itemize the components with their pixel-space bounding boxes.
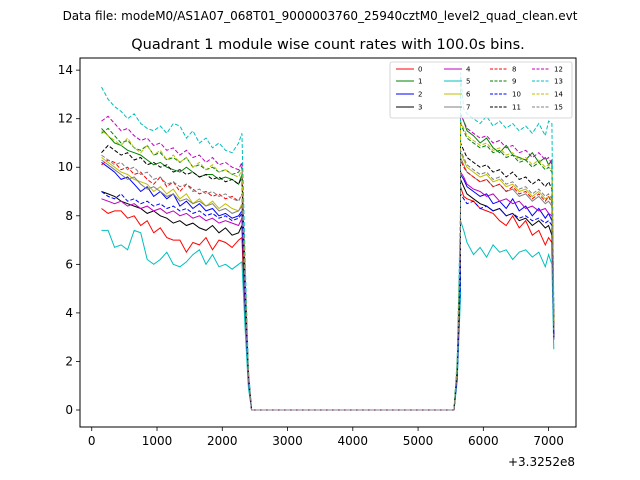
y-tick-label: 14 <box>58 63 73 77</box>
y-axis: 0 2 4 6 8 10 12 14 <box>58 63 80 417</box>
legend-label-2: 2 <box>418 91 422 99</box>
legend-label-7: 7 <box>466 104 470 112</box>
legend-label-15: 15 <box>554 104 563 112</box>
x-tick-label: 7000 <box>533 434 564 448</box>
legend-label-12: 12 <box>554 66 563 74</box>
plot-area <box>79 57 577 428</box>
legend-label-8: 8 <box>512 66 516 74</box>
legend-frame <box>389 61 573 119</box>
legend-label-11: 11 <box>512 104 521 112</box>
x-tick-label: 3000 <box>272 434 303 448</box>
legend-label-13: 13 <box>554 78 563 86</box>
y-tick-label: 0 <box>65 403 73 417</box>
y-tick-label: 4 <box>65 306 73 320</box>
figure-suptitle: Data file: modeM0/AS1A07_068T01_90000037… <box>63 9 578 23</box>
series-line-11 <box>101 142 555 411</box>
legend-label-4: 4 <box>466 66 471 74</box>
legend-label-9: 9 <box>512 78 516 86</box>
y-tick-label: 6 <box>65 257 73 271</box>
axes-frame <box>79 57 577 428</box>
y-tick-label: 2 <box>65 354 73 368</box>
x-tick-label: 1000 <box>142 434 173 448</box>
x-tick-label: 5000 <box>403 434 434 448</box>
legend-label-3: 3 <box>418 104 422 112</box>
legend-label-10: 10 <box>512 91 521 99</box>
series-line-15 <box>101 150 555 411</box>
x-tick-label: 6000 <box>468 434 499 448</box>
x-offset-label: +3.3252e8 <box>508 455 575 469</box>
x-axis: 0 1000 2000 3000 4000 5000 6000 7000 <box>88 427 564 448</box>
legend-label-6: 6 <box>466 91 471 99</box>
y-tick-label: 8 <box>65 209 73 223</box>
series-line-13 <box>101 72 555 411</box>
y-tick-label: 12 <box>58 112 73 126</box>
series-line-5 <box>101 220 555 411</box>
y-tick-label: 10 <box>58 160 73 174</box>
legend-label-0: 0 <box>418 66 422 74</box>
chart-title: Quadrant 1 module wise count rates with … <box>131 37 525 53</box>
x-tick-label: 4000 <box>338 434 369 448</box>
legend-label-1: 1 <box>418 78 422 86</box>
x-tick-label: 0 <box>88 434 96 448</box>
x-tick-label: 2000 <box>207 434 238 448</box>
series-layer <box>101 72 555 411</box>
legend-label-14: 14 <box>554 91 563 99</box>
legend-label-5: 5 <box>466 78 470 86</box>
